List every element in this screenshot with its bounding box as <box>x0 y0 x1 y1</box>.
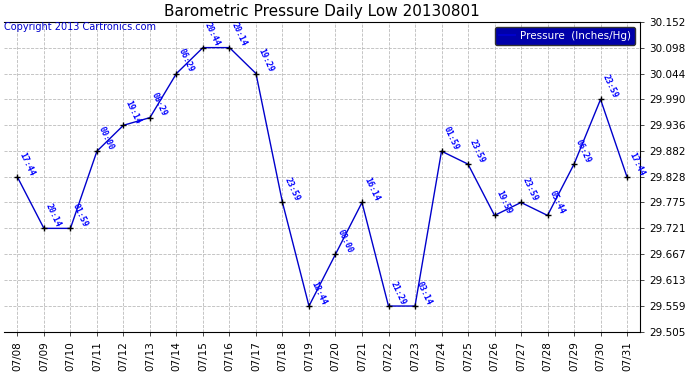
Text: 23:59: 23:59 <box>282 176 302 203</box>
Text: 03:14: 03:14 <box>415 280 434 306</box>
Title: Barometric Pressure Daily Low 20130801: Barometric Pressure Daily Low 20130801 <box>164 4 480 19</box>
Text: 00:00: 00:00 <box>97 125 116 151</box>
Text: 23:59: 23:59 <box>600 73 619 99</box>
Text: 18:44: 18:44 <box>309 280 328 306</box>
Text: 17:44: 17:44 <box>627 151 646 177</box>
Text: 23:59: 23:59 <box>468 138 486 164</box>
Text: 20:14: 20:14 <box>230 21 248 48</box>
Text: 08:29: 08:29 <box>150 91 168 118</box>
Text: 20:14: 20:14 <box>44 202 63 228</box>
Text: 05:44: 05:44 <box>548 189 566 215</box>
Legend: Pressure  (Inches/Hg): Pressure (Inches/Hg) <box>495 27 635 45</box>
Text: 01:59: 01:59 <box>70 202 89 228</box>
Text: 19:29: 19:29 <box>256 47 275 74</box>
Text: 21:29: 21:29 <box>388 280 407 306</box>
Text: 06:29: 06:29 <box>177 47 195 74</box>
Text: Copyright 2013 Cartronics.com: Copyright 2013 Cartronics.com <box>4 22 156 32</box>
Text: 00:00: 00:00 <box>335 228 354 254</box>
Text: 19:59: 19:59 <box>495 189 513 215</box>
Text: 20:44: 20:44 <box>203 21 221 48</box>
Text: 06:29: 06:29 <box>574 138 593 164</box>
Text: 17:44: 17:44 <box>17 151 36 177</box>
Text: 23:59: 23:59 <box>521 176 540 203</box>
Text: 16:14: 16:14 <box>362 176 381 203</box>
Text: 19:14: 19:14 <box>124 99 142 125</box>
Text: 01:59: 01:59 <box>442 125 460 151</box>
